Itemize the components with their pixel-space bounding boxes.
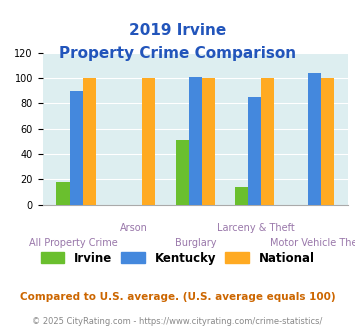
Text: Arson: Arson	[120, 223, 148, 233]
Bar	[70, 91, 83, 205]
Text: 2019 Irvine: 2019 Irvine	[129, 23, 226, 38]
Bar	[308, 73, 321, 205]
Bar	[261, 78, 274, 205]
Legend: Irvine, Kentucky, National: Irvine, Kentucky, National	[36, 247, 319, 269]
Text: © 2025 CityRating.com - https://www.cityrating.com/crime-statistics/: © 2025 CityRating.com - https://www.city…	[32, 317, 323, 326]
Text: Burglary: Burglary	[175, 238, 216, 248]
Bar	[142, 78, 155, 205]
Text: Property Crime Comparison: Property Crime Comparison	[59, 46, 296, 61]
Bar	[83, 78, 96, 205]
Bar	[202, 78, 215, 205]
Bar	[321, 78, 334, 205]
Bar	[248, 97, 261, 205]
Text: All Property Crime: All Property Crime	[29, 238, 118, 248]
Text: Larceny & Theft: Larceny & Theft	[217, 223, 295, 233]
Text: Compared to U.S. average. (U.S. average equals 100): Compared to U.S. average. (U.S. average …	[20, 292, 335, 302]
Bar	[56, 182, 70, 205]
Text: Motor Vehicle Theft: Motor Vehicle Theft	[270, 238, 355, 248]
Bar	[235, 187, 248, 205]
Bar	[176, 140, 189, 205]
Bar	[189, 77, 202, 205]
